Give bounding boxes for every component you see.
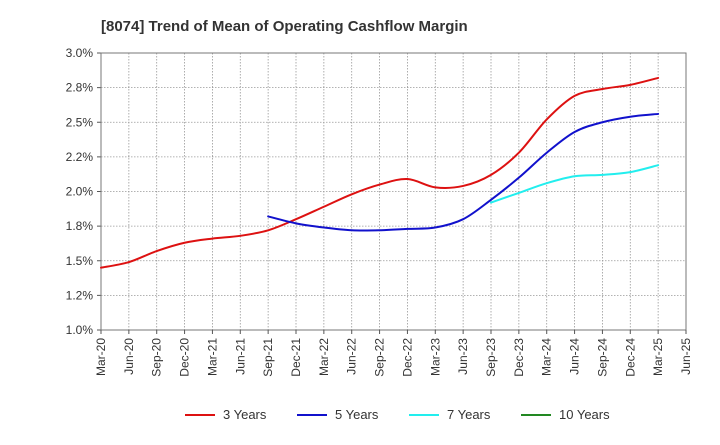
x-tick-label: Dec-24 <box>623 338 637 377</box>
y-tick-label: 2.2% <box>66 150 94 164</box>
y-tick-label: 3.0% <box>66 46 94 60</box>
x-tick-label: Jun-21 <box>233 338 247 375</box>
x-tick-label: Dec-20 <box>178 338 192 377</box>
x-tick-label: Jun-24 <box>568 338 582 375</box>
y-tick-label: 1.0% <box>66 323 94 337</box>
x-tick-label: Sep-21 <box>261 338 275 377</box>
x-tick-label: Mar-24 <box>540 338 554 376</box>
x-tick-label: Jun-25 <box>679 338 693 375</box>
x-tick-label: Jun-23 <box>456 338 470 375</box>
y-tick-label: 2.5% <box>66 115 94 129</box>
x-tick-label: Sep-24 <box>595 338 609 377</box>
x-tick-label: Mar-25 <box>651 338 665 376</box>
x-tick-label: Sep-23 <box>484 338 498 377</box>
x-tick-label: Dec-22 <box>400 338 414 377</box>
grid-layer <box>101 53 686 330</box>
x-tick-label: Mar-23 <box>428 338 442 376</box>
legend-label: 5 Years <box>335 407 379 422</box>
y-tick-label: 2.0% <box>66 185 94 199</box>
chart-title: [8074] Trend of Mean of Operating Cashfl… <box>101 18 468 35</box>
x-tick-label: Dec-21 <box>289 338 303 377</box>
x-tick-label: Mar-22 <box>317 338 331 376</box>
x-tick-label: Jun-20 <box>122 338 136 375</box>
x-tick-label: Dec-23 <box>512 338 526 377</box>
legend-label: 3 Years <box>223 407 267 422</box>
y-tick-label: 2.8% <box>66 81 94 95</box>
x-tick-label: Jun-22 <box>345 338 359 375</box>
legend-label: 10 Years <box>559 407 610 422</box>
y-tick-label: 1.8% <box>66 219 94 233</box>
legend: 3 Years 5 Years 7 Years 10 Years <box>185 407 610 422</box>
x-tick-label: Sep-20 <box>150 338 164 377</box>
y-tick-label: 1.2% <box>66 288 94 302</box>
y-tick-label: 1.5% <box>66 254 94 268</box>
legend-label: 7 Years <box>447 407 491 422</box>
x-tick-label: Mar-20 <box>94 338 108 376</box>
x-tick-label: Sep-22 <box>373 338 387 377</box>
x-tick-label: Mar-21 <box>205 338 219 376</box>
